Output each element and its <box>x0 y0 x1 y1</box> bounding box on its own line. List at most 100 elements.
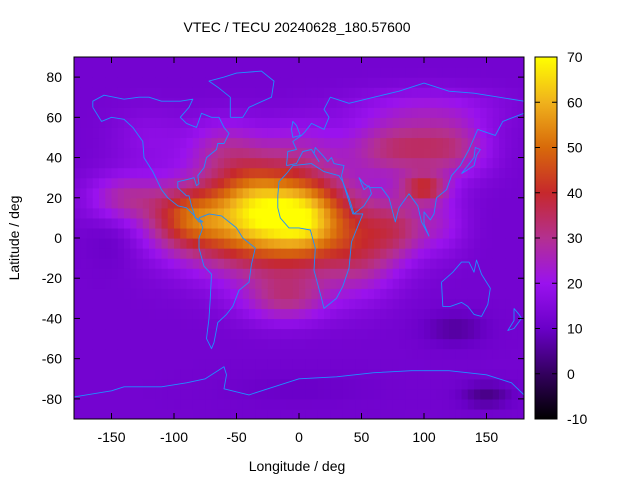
heatmap-cell <box>211 97 219 108</box>
heatmap-cell <box>405 97 413 108</box>
heatmap-cell <box>505 117 513 128</box>
heatmap-cell <box>117 398 125 410</box>
heatmap-cell <box>136 107 144 118</box>
heatmap-cell <box>380 298 388 309</box>
heatmap-cell <box>461 268 469 279</box>
heatmap-cell <box>249 57 256 68</box>
heatmap-cell <box>474 77 481 88</box>
heatmap-cell <box>430 107 438 118</box>
heatmap-cell <box>130 248 138 259</box>
heatmap-cell <box>205 117 213 128</box>
heatmap-cell <box>255 338 263 350</box>
heatmap-cell <box>180 298 188 309</box>
heatmap-cell <box>342 298 350 309</box>
heatmap-cell <box>92 328 100 340</box>
heatmap-cell <box>86 398 94 410</box>
coastline-australia <box>441 259 491 317</box>
heatmap-cell <box>149 368 156 380</box>
heatmap-cell <box>286 217 294 229</box>
heatmap-cell <box>486 67 494 78</box>
heatmap-cell <box>105 298 113 309</box>
heatmap-cell <box>92 167 100 179</box>
heatmap-cell <box>111 127 119 139</box>
heatmap-cell <box>511 217 519 229</box>
heatmap-cell <box>92 117 100 128</box>
heatmap-cell <box>142 318 150 330</box>
heatmap-cell <box>505 298 513 309</box>
heatmap-cell <box>192 157 200 169</box>
heatmap-cell <box>74 278 81 289</box>
heatmap-cell <box>136 67 144 78</box>
heatmap-cell <box>274 398 281 410</box>
heatmap-cell <box>436 358 444 370</box>
heatmap-cell <box>180 278 188 289</box>
heatmap-cell <box>167 127 175 139</box>
heatmap-cell <box>155 207 163 219</box>
heatmap-cell <box>442 358 450 370</box>
heatmap-cell <box>492 328 500 340</box>
heatmap-cell <box>292 358 300 370</box>
heatmap-cell <box>517 238 524 249</box>
heatmap-cell <box>261 207 269 219</box>
heatmap-cell <box>399 318 406 330</box>
heatmap-cell <box>155 318 163 330</box>
heatmap-cell <box>161 308 169 320</box>
heatmap-cell <box>486 187 494 199</box>
heatmap-cell <box>449 87 456 98</box>
heatmap-cell <box>199 97 206 108</box>
heatmap-cell <box>449 358 456 370</box>
heatmap-cell <box>224 298 231 309</box>
heatmap-cell <box>467 97 475 108</box>
heatmap-cell <box>199 388 206 400</box>
heatmap-cell <box>399 77 406 88</box>
heatmap-cell <box>342 308 350 320</box>
heatmap-cell <box>330 348 338 360</box>
heatmap-cell <box>461 278 469 289</box>
heatmap-cell <box>199 127 206 139</box>
heatmap-cell <box>499 107 506 118</box>
heatmap-cell <box>292 147 300 159</box>
heatmap-cell <box>380 348 388 360</box>
heatmap-cell <box>361 217 369 229</box>
heatmap-cell <box>136 127 144 139</box>
heatmap-cell <box>299 107 306 118</box>
heatmap-cell <box>230 268 238 279</box>
heatmap-cell <box>280 147 288 159</box>
heatmap-cell <box>367 227 375 239</box>
heatmap-cell <box>124 398 131 410</box>
heatmap-cell <box>392 388 400 400</box>
heatmap-cell <box>299 57 306 68</box>
heatmap-cell <box>261 57 269 68</box>
heatmap-cell <box>180 67 188 78</box>
heatmap-cell <box>349 358 356 370</box>
heatmap-cell <box>505 398 513 410</box>
heatmap-cell <box>149 378 156 390</box>
heatmap-cell <box>149 147 156 159</box>
heatmap-cell <box>261 197 269 209</box>
heatmap-cell <box>286 388 294 400</box>
heatmap-cell <box>499 348 506 360</box>
heatmap-cell <box>155 268 163 279</box>
heatmap-cell <box>467 328 475 340</box>
heatmap-cell <box>99 278 106 289</box>
heatmap-cell <box>249 107 256 118</box>
heatmap-cell <box>149 408 156 419</box>
heatmap-cell <box>424 217 431 229</box>
heatmap-cell <box>336 318 344 330</box>
heatmap-cell <box>417 348 425 360</box>
heatmap-cell <box>411 77 419 88</box>
heatmap-cell <box>80 207 88 219</box>
heatmap-cell <box>474 167 481 179</box>
heatmap-cell <box>386 298 394 309</box>
heatmap-cell <box>305 67 313 78</box>
heatmap-cell <box>436 398 444 410</box>
heatmap-cell <box>399 278 406 289</box>
heatmap-cell <box>355 308 363 320</box>
heatmap-cell <box>317 157 325 169</box>
heatmap-cell <box>236 177 244 189</box>
colorbar-tick-label: 40 <box>567 185 583 201</box>
heatmap-cell <box>336 67 344 78</box>
heatmap-cell <box>342 338 350 350</box>
heatmap-cell <box>174 167 181 179</box>
heatmap-cell <box>217 227 225 239</box>
